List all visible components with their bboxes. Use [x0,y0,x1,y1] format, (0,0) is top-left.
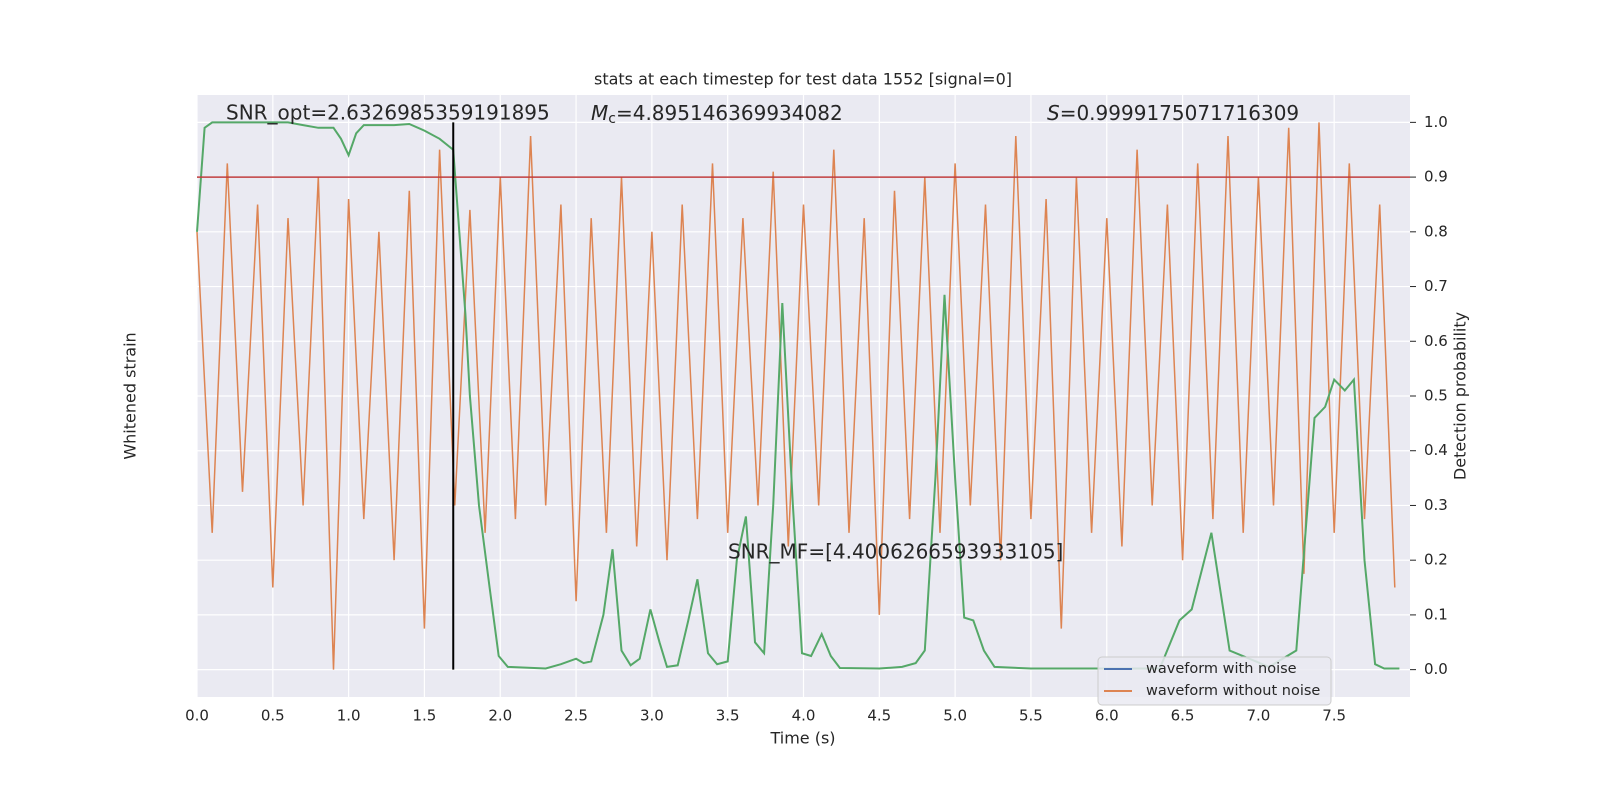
annotation-subscript: c [608,111,616,127]
annotation: SNR_MF=[4.4006266593933105] [728,540,1063,564]
series-line [196,121,1400,670]
x-tick-label: 5.5 [1019,707,1043,725]
x-tick-label: 6.5 [1171,707,1195,725]
y2-tick-label: 0.9 [1424,168,1448,186]
legend-label: waveform with noise [1146,661,1297,677]
x-tick-label: 7.5 [1322,707,1346,725]
legend-label: waveform without noise [1146,683,1320,699]
y-axis-label: Whitened strain [121,332,140,459]
x-tick-label: 2.5 [564,707,588,725]
y2-tick-label: 0.7 [1424,277,1448,295]
y2-tick-label: 0.5 [1424,387,1448,405]
y2-tick-label: 0.0 [1424,660,1448,678]
legend: waveform with noise waveform without nois… [1097,656,1332,706]
x-tick-label: 4.5 [867,707,891,725]
y2-tick-label: 0.1 [1424,605,1448,623]
x-axis-label: Time (s) [769,729,835,748]
x-tick-label: 4.0 [792,707,816,725]
x-tick-label: 1.5 [413,707,437,725]
annotation-text: =4.895146369934082 [616,101,843,125]
y2-tick-label: 0.2 [1424,551,1448,569]
y2-tick-label: 0.3 [1424,496,1448,514]
annotation-symbol: S [1047,101,1060,125]
y2-tick-label: 0.8 [1424,222,1448,240]
annotation: SNR_opt=2.6326985359191895 [226,101,550,125]
chart-title: stats at each timestep for test data 155… [594,70,1012,89]
x-tick-label: 6.0 [1095,707,1119,725]
x-tick-label: 0.0 [185,707,209,725]
y2-axis-label: Detection probability [1451,312,1470,480]
x-tick-label: 2.0 [488,707,512,725]
annotation: S=0.9999175071716309 [1047,101,1299,125]
legend-box [1097,656,1332,706]
x-tick-label: 5.0 [943,707,967,725]
x-tick-label: 1.0 [337,707,361,725]
series-line [196,122,1396,670]
annotation-text: =0.9999175071716309 [1060,101,1299,125]
annotation-symbol: M [591,101,608,125]
y2-tick-label: 0.6 [1424,332,1448,350]
x-tick-label: 3.0 [640,707,664,725]
y2-tick-label: 0.4 [1424,441,1448,459]
x-tick-label: 7.0 [1246,707,1270,725]
x-tick-label: 3.5 [716,707,740,725]
y2-tick-label: 1.0 [1424,113,1448,131]
annotation: Mc=4.895146369934082 [591,101,843,128]
x-tick-label: 0.5 [261,707,285,725]
marks [196,121,1410,670]
